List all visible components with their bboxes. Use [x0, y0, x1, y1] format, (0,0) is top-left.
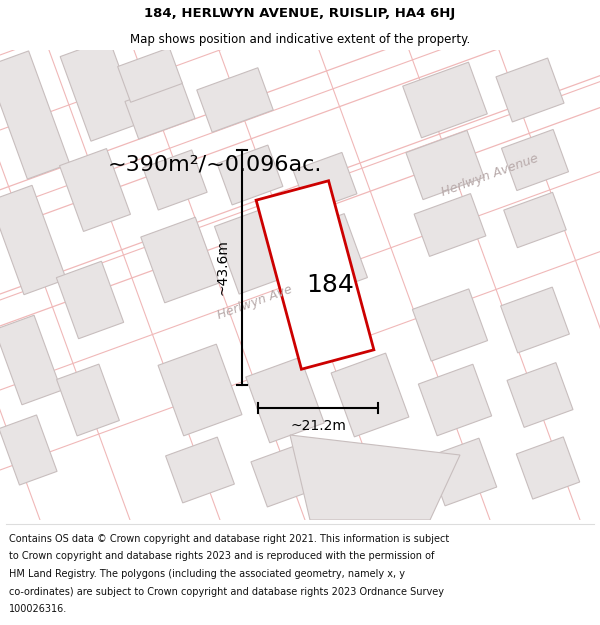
Text: 184, HERLWYN AVENUE, RUISLIP, HA4 6HJ: 184, HERLWYN AVENUE, RUISLIP, HA4 6HJ [145, 8, 455, 21]
Polygon shape [166, 437, 235, 503]
Text: ~43.6m: ~43.6m [215, 239, 229, 296]
Polygon shape [56, 364, 119, 436]
Polygon shape [214, 206, 296, 294]
Polygon shape [217, 145, 283, 205]
Polygon shape [414, 194, 486, 256]
Polygon shape [0, 51, 70, 179]
Polygon shape [0, 315, 61, 405]
Polygon shape [251, 443, 319, 507]
Polygon shape [412, 289, 488, 361]
Polygon shape [293, 152, 357, 212]
Polygon shape [246, 357, 324, 442]
Polygon shape [59, 149, 130, 231]
Polygon shape [143, 150, 207, 210]
Polygon shape [293, 214, 367, 296]
Polygon shape [502, 129, 569, 191]
Polygon shape [290, 435, 460, 520]
Polygon shape [197, 68, 273, 132]
Polygon shape [0, 0, 600, 246]
Polygon shape [0, 59, 600, 343]
Polygon shape [256, 181, 374, 369]
Text: co-ordinates) are subject to Crown copyright and database rights 2023 Ordnance S: co-ordinates) are subject to Crown copyr… [9, 587, 444, 597]
Text: ~21.2m: ~21.2m [290, 419, 346, 433]
Polygon shape [406, 131, 484, 199]
Polygon shape [141, 217, 219, 302]
Polygon shape [0, 186, 66, 294]
Polygon shape [500, 287, 569, 353]
Text: ~390m²/~0.096ac.: ~390m²/~0.096ac. [108, 155, 322, 175]
Text: HM Land Registry. The polygons (including the associated geometry, namely x, y: HM Land Registry. The polygons (includin… [9, 569, 405, 579]
Polygon shape [507, 362, 573, 428]
Polygon shape [60, 39, 140, 141]
Polygon shape [0, 415, 57, 485]
Polygon shape [125, 81, 195, 139]
Polygon shape [504, 192, 566, 248]
Text: 184: 184 [306, 273, 354, 297]
Polygon shape [331, 353, 409, 437]
Text: to Crown copyright and database rights 2023 and is reproduced with the permissio: to Crown copyright and database rights 2… [9, 551, 434, 561]
Text: Contains OS data © Crown copyright and database right 2021. This information is : Contains OS data © Crown copyright and d… [9, 534, 449, 544]
Polygon shape [158, 344, 242, 436]
Polygon shape [516, 437, 580, 499]
Polygon shape [496, 58, 564, 122]
Text: 100026316.: 100026316. [9, 604, 67, 614]
Polygon shape [118, 48, 182, 102]
Polygon shape [403, 62, 487, 138]
Text: Map shows position and indicative extent of the property.: Map shows position and indicative extent… [130, 32, 470, 46]
Polygon shape [418, 364, 491, 436]
Polygon shape [427, 438, 497, 506]
Text: Herlwyn Avenue: Herlwyn Avenue [440, 151, 541, 199]
Polygon shape [56, 261, 124, 339]
Text: Herlwyn Ave: Herlwyn Ave [216, 282, 294, 322]
